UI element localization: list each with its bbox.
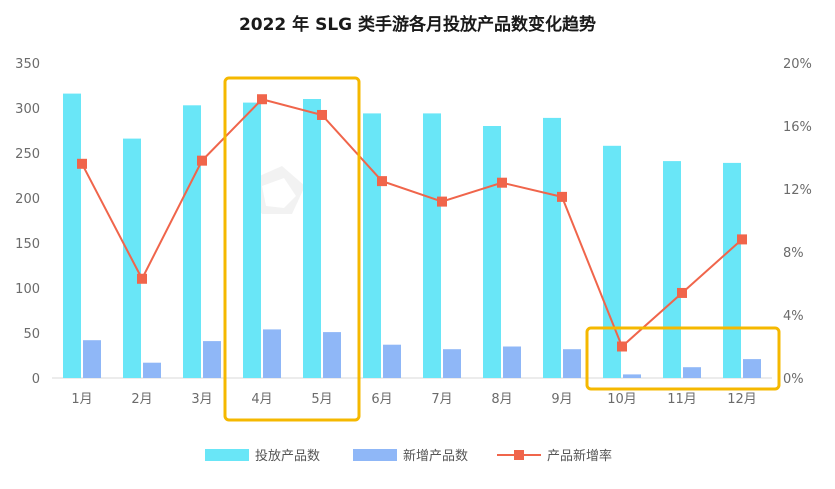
bar-新增产品数 bbox=[323, 332, 341, 378]
x-tick-label: 12月 bbox=[727, 392, 757, 407]
bar-投放产品数 bbox=[423, 113, 441, 379]
bar-新增产品数 bbox=[263, 329, 281, 378]
y-left-tick-label: 250 bbox=[15, 147, 40, 162]
line-marker-产品新增率 bbox=[437, 196, 447, 207]
x-tick-label: 2月 bbox=[131, 392, 152, 407]
bar-新增产品数 bbox=[503, 346, 521, 378]
y-left-tick-label: 350 bbox=[15, 57, 40, 72]
line-marker-产品新增率 bbox=[377, 176, 387, 187]
legend-swatch-marker bbox=[514, 450, 524, 460]
y-right-tick-label: 20% bbox=[783, 57, 812, 72]
x-tick-label: 4月 bbox=[251, 392, 272, 407]
highlight-box-apr-may bbox=[223, 76, 361, 422]
bar-新增产品数 bbox=[623, 374, 641, 378]
y-right-tick-label: 0% bbox=[783, 372, 804, 387]
bar-新增产品数 bbox=[683, 367, 701, 378]
y-left-tick-label: 150 bbox=[15, 237, 40, 252]
x-tick-label: 11月 bbox=[667, 392, 697, 407]
legend-swatch bbox=[205, 449, 249, 461]
x-tick-label: 10月 bbox=[607, 392, 637, 407]
y-left-tick-label: 200 bbox=[15, 192, 40, 207]
bar-投放产品数 bbox=[303, 99, 321, 378]
bar-新增产品数 bbox=[743, 359, 761, 378]
bar-新增产品数 bbox=[443, 349, 461, 378]
y-right-tick-label: 16% bbox=[783, 120, 812, 135]
line-marker-产品新增率 bbox=[77, 158, 87, 169]
x-tick-label: 1月 bbox=[71, 392, 92, 407]
y-right-tick-label: 8% bbox=[783, 246, 804, 261]
bar-投放产品数 bbox=[663, 161, 681, 378]
line-marker-产品新增率 bbox=[317, 109, 327, 120]
legend-label: 新增产品数 bbox=[403, 448, 468, 464]
bar-新增产品数 bbox=[203, 341, 221, 378]
legend-swatch bbox=[353, 449, 397, 461]
x-tick-label: 6月 bbox=[371, 392, 392, 407]
x-tick-label: 9月 bbox=[551, 392, 572, 407]
highlight-box-oct-dec bbox=[585, 326, 781, 391]
y-left-tick-label: 300 bbox=[15, 102, 40, 117]
bar-新增产品数 bbox=[383, 344, 401, 378]
legend-label: 产品新增率 bbox=[547, 448, 612, 464]
y-left-tick-label: 0 bbox=[32, 372, 40, 387]
line-marker-产品新增率 bbox=[197, 155, 207, 166]
line-marker-产品新增率 bbox=[617, 341, 627, 352]
line-marker-产品新增率 bbox=[497, 177, 507, 188]
bar-投放产品数 bbox=[63, 93, 81, 378]
x-tick-label: 8月 bbox=[491, 392, 512, 407]
y-left-tick-label: 50 bbox=[23, 327, 40, 342]
bar-新增产品数 bbox=[143, 362, 161, 378]
bar-投放产品数 bbox=[723, 162, 741, 378]
bar-投放产品数 bbox=[603, 145, 621, 378]
y-right-tick-label: 12% bbox=[783, 183, 812, 198]
y-right-tick-label: 4% bbox=[783, 309, 804, 324]
line-marker-产品新增率 bbox=[557, 191, 567, 202]
bar-投放产品数 bbox=[363, 113, 381, 379]
bar-新增产品数 bbox=[83, 340, 101, 378]
x-tick-label: 3月 bbox=[191, 392, 212, 407]
legend-label: 投放产品数 bbox=[255, 448, 320, 464]
line-marker-产品新增率 bbox=[737, 234, 747, 245]
x-tick-label: 7月 bbox=[431, 392, 452, 407]
bar-新增产品数 bbox=[563, 349, 581, 378]
line-marker-产品新增率 bbox=[137, 273, 147, 284]
bar-投放产品数 bbox=[543, 117, 561, 379]
x-tick-label: 5月 bbox=[311, 392, 332, 407]
bar-投放产品数 bbox=[243, 102, 261, 378]
line-产品新增率 bbox=[81, 98, 743, 349]
bar-投放产品数 bbox=[183, 105, 201, 379]
bar-投放产品数 bbox=[483, 126, 501, 378]
chart-title: 2022 年 SLG 类手游各月投放产品数变化趋势 bbox=[238, 15, 597, 35]
line-marker-产品新增率 bbox=[257, 94, 267, 105]
line-marker-产品新增率 bbox=[677, 287, 687, 298]
watermark-logo bbox=[247, 166, 305, 214]
y-left-tick-label: 100 bbox=[15, 282, 40, 297]
